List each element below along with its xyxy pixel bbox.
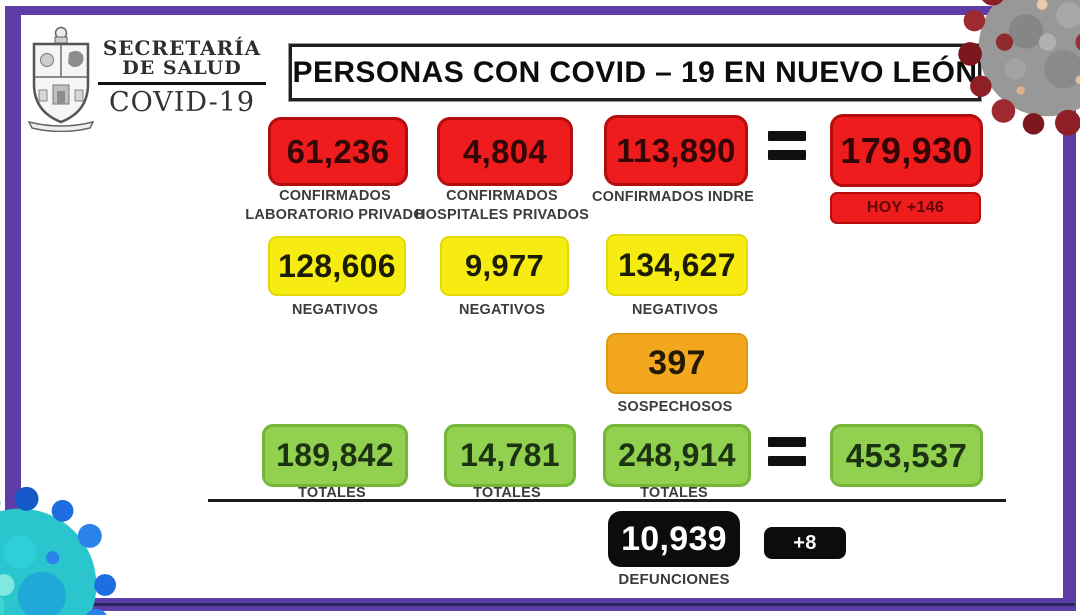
stat-value: 248,914 xyxy=(618,437,736,473)
stat-label-totales-1: TOTALES xyxy=(298,485,366,501)
stat-value: 189,842 xyxy=(276,437,394,473)
stat-value: 128,606 xyxy=(278,247,396,284)
stat-label-confirmados-hosp-privados: CONFIRMADOS HOSPITALES PRIVADOS xyxy=(407,187,597,225)
stat-box-negativos-indre: 134,627 xyxy=(606,234,748,296)
page-title: PERSONAS CON COVID – 19 EN NUEVO LEÓN xyxy=(288,43,982,102)
label-line1: CONFIRMADOS INDRE xyxy=(591,189,755,205)
stat-label-totales-2: TOTALES xyxy=(473,485,541,501)
stat-value: 9,977 xyxy=(464,248,545,283)
stat-value: 179,930 xyxy=(840,129,973,171)
stat-value: 113,890 xyxy=(616,131,736,169)
stat-value: 61,236 xyxy=(286,132,390,170)
stat-box-negativos-lab-privado: 128,606 xyxy=(268,236,406,296)
today-delta-badge: HOY +146 xyxy=(830,192,981,224)
stat-label-negativos-3: NEGATIVOS xyxy=(631,302,719,318)
nuevo-leon-coat-of-arms-icon xyxy=(27,26,95,132)
label-line2: LABORATORIO PRIVADO xyxy=(245,206,425,223)
stat-box-sospechosos: 397 xyxy=(606,333,748,394)
section-divider-line xyxy=(208,499,1006,502)
badge-text: HOY +146 xyxy=(866,199,945,216)
stat-box-totales-lab-privado: 189,842 xyxy=(262,424,408,487)
stat-label-negativos-1: NEGATIVOS xyxy=(291,302,379,318)
logo-text-block: SECRETARÍA DE SALUD COVID-19 xyxy=(98,38,266,118)
label-line1: CONFIRMADOS xyxy=(446,188,558,204)
defunciones-delta-badge: +8 xyxy=(764,527,846,559)
badge-text: +8 xyxy=(793,531,817,554)
stat-value: 10,939 xyxy=(621,519,727,558)
stat-label-confirmados-lab-privado: CONFIRMADOS LABORATORIO PRIVADO xyxy=(230,187,440,225)
stat-box-totales-indre: 248,914 xyxy=(603,424,751,487)
stat-value: 453,537 xyxy=(845,436,968,474)
equals-icon xyxy=(768,131,806,160)
stat-value: 14,781 xyxy=(460,437,560,473)
stat-value: 397 xyxy=(648,344,706,382)
stat-box-totales-hosp-privados: 14,781 xyxy=(444,424,576,487)
logo-program-name: COVID-19 xyxy=(108,86,256,118)
equals-icon xyxy=(768,437,806,466)
stat-box-confirmados-total: 179,930 xyxy=(830,114,983,187)
stat-label-sospechosos: SOSPECHOSOS xyxy=(617,399,733,415)
stat-box-defunciones: 10,939 xyxy=(608,511,740,567)
stat-box-totales-total: 453,537 xyxy=(830,424,983,487)
label-line2: HOSPITALES PRIVADOS xyxy=(414,206,590,223)
stat-box-negativos-hosp-privados: 9,977 xyxy=(440,236,569,296)
stat-label-defunciones: DEFUNCIONES xyxy=(618,571,730,588)
stat-box-confirmados-hosp-privados: 4,804 xyxy=(437,117,573,186)
label-line1: CONFIRMADOS xyxy=(279,188,391,204)
stat-label-totales-3: TOTALES xyxy=(640,485,708,501)
stat-box-confirmados-lab-privado: 61,236 xyxy=(268,117,408,186)
logo-divider-rule xyxy=(98,81,266,85)
stat-value: 134,627 xyxy=(618,246,736,283)
logo-org-line1: SECRETARÍA xyxy=(102,36,262,60)
logo-org-line2: DE SALUD xyxy=(122,57,242,79)
stat-box-confirmados-indre: 113,890 xyxy=(604,115,748,186)
stat-value: 4,804 xyxy=(462,132,548,170)
stat-label-confirmados-indre: CONFIRMADOS INDRE xyxy=(573,188,773,207)
stat-label-negativos-2: NEGATIVOS xyxy=(458,302,546,318)
